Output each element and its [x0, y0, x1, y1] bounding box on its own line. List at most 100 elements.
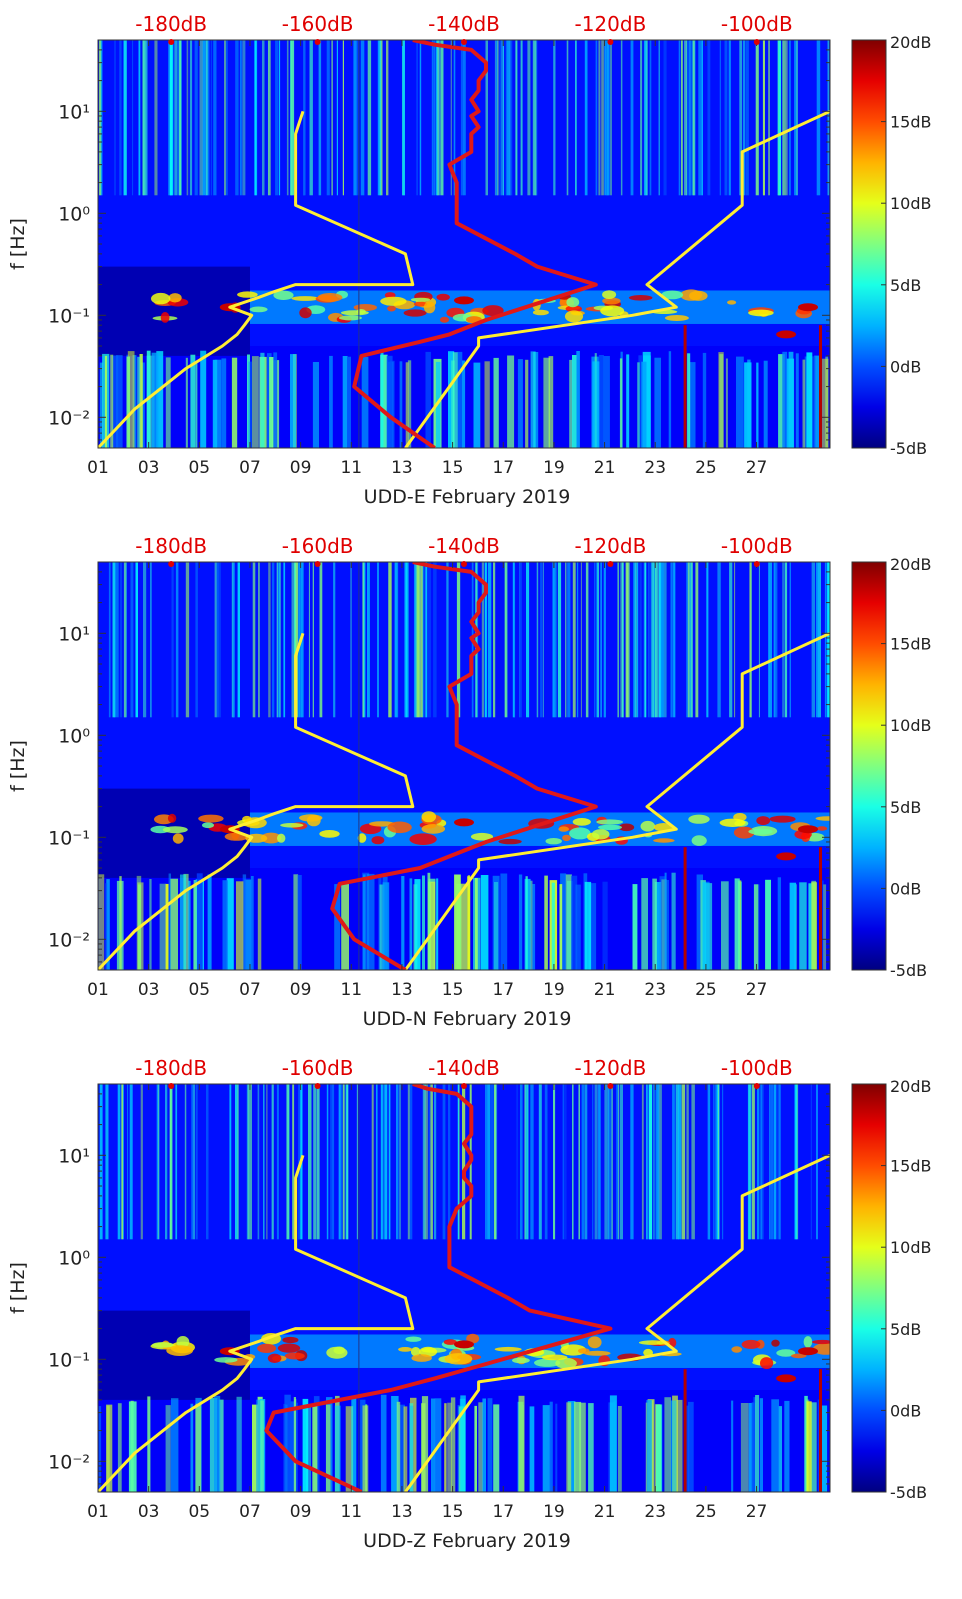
spectrogram-streak	[210, 40, 213, 196]
spectrogram-lowfreq-column	[302, 1398, 309, 1492]
spectrogram-streak	[578, 1084, 580, 1240]
spectrogram-streak	[575, 40, 577, 196]
spectrogram-lowfreq-column	[789, 882, 797, 970]
spectrogram-lowfreq-column	[460, 1395, 466, 1492]
spectrogram-lowfreq-column	[642, 351, 651, 448]
spectrogram-lowfreq-column	[256, 1399, 261, 1492]
x-tick-label: 03	[138, 458, 160, 478]
spectrogram-streak	[308, 1084, 312, 1240]
spectrogram-streak	[132, 40, 134, 196]
spectrogram-streak	[275, 40, 279, 196]
spectrogram-blob	[596, 819, 624, 825]
spectrogram-streak	[503, 40, 505, 196]
spectrogram-streak	[475, 562, 477, 718]
spectrogram-streak	[773, 562, 776, 718]
spectrogram-streak	[576, 562, 579, 718]
mean-psd-line	[352, 40, 598, 448]
spectrogram-streak	[376, 1084, 378, 1240]
spectrogram-lowfreq-column	[273, 352, 278, 448]
spectrogram-streak	[396, 1084, 399, 1240]
top-db-tick-label: -140dB	[428, 534, 500, 558]
top-db-tick	[168, 1083, 175, 1089]
spectrogram-streak	[419, 40, 422, 196]
spectrogram-streak	[773, 1084, 777, 1240]
y-tick-label: 10⁰	[58, 1247, 90, 1269]
spectrogram-blob	[198, 814, 224, 823]
spectrogram-streak	[435, 40, 438, 196]
spectrogram-streak	[649, 1084, 653, 1240]
spectrogram-streak	[512, 562, 515, 718]
spectrogram-streak	[713, 1084, 715, 1240]
spectrogram-lowfreq-column	[474, 878, 478, 970]
spectrogram-streak	[760, 1084, 763, 1240]
top-db-tick	[753, 561, 760, 567]
spectrogram-lowfreq-column	[533, 352, 539, 448]
spectrogram-streak	[100, 40, 103, 196]
spectrogram-blob	[600, 305, 625, 317]
spectrogram-streak	[382, 1084, 385, 1240]
colorbar-tick-label: 0dB	[890, 357, 921, 376]
spectrogram-lowfreq-column	[654, 882, 662, 970]
spectrogram-event-streak	[683, 847, 687, 970]
spectrogram-streak	[504, 562, 506, 718]
spectrogram-lowfreq-column	[444, 1403, 447, 1492]
spectrogram-blob	[291, 296, 320, 301]
spectrogram-lowfreq-column	[756, 362, 759, 448]
spectrogram-blob	[555, 1357, 577, 1369]
spectrogram-streak	[224, 40, 226, 196]
spectrogram-lowfreq-column	[380, 1394, 387, 1492]
x-tick-label: 15	[442, 980, 464, 1000]
spectrogram-streak	[524, 1084, 529, 1240]
spectrogram-streak	[250, 1084, 252, 1240]
y-tick-label: 10¹	[58, 1145, 90, 1167]
spectrogram-lowfreq-column	[105, 883, 108, 970]
spectrogram-lowfreq-column	[702, 881, 710, 970]
spectrogram-streak	[272, 562, 275, 718]
spectrogram-streak	[407, 1084, 410, 1240]
x-tick-label: 03	[138, 1502, 160, 1522]
spectrogram-lowfreq-column	[401, 876, 405, 970]
spectrogram-streak	[487, 562, 492, 718]
spectrogram-streak	[520, 562, 522, 718]
spectrogram-lowfreq-column	[252, 1404, 258, 1492]
spectrogram-lowfreq-column	[334, 1405, 341, 1492]
spectrogram-lowfreq-column	[221, 358, 227, 448]
x-tick-label: 19	[543, 458, 565, 478]
spectrogram-streak	[122, 1084, 124, 1240]
spectrogram-streak	[380, 1084, 383, 1240]
spectrogram-streak	[778, 1084, 781, 1240]
spectrogram-streak	[191, 1084, 193, 1240]
spectrogram-streak	[345, 1084, 349, 1240]
x-tick-label: 27	[746, 458, 768, 478]
spectrogram-streak	[634, 562, 637, 718]
spectrogram-lowfreq-column	[149, 879, 152, 970]
top-db-tick	[461, 561, 467, 567]
spectrogram-blob	[541, 1354, 568, 1361]
spectrogram-streak	[174, 40, 178, 196]
spectrogram-lowfreq-column	[379, 884, 385, 970]
spectrogram-streak	[611, 1084, 613, 1240]
spectrogram-lowfreq-column	[544, 875, 548, 970]
spectrogram-lowfreq-column	[566, 1402, 572, 1492]
spectrogram-lowfreq-column	[804, 356, 808, 448]
spectrogram-streak	[527, 40, 531, 196]
spectrogram-lowfreq-column	[480, 875, 489, 970]
spectrogram-streak	[396, 562, 399, 718]
spectrogram-streak	[442, 1084, 446, 1240]
spectrogram-blob	[398, 1347, 413, 1352]
x-tick-label: 21	[594, 1502, 616, 1522]
spectrogram-blob	[664, 315, 689, 321]
spectrogram-blob	[598, 824, 622, 831]
spectrogram-lowfreq-column	[126, 356, 130, 448]
spectrogram-streak	[213, 40, 217, 196]
spectrogram-streak	[169, 1084, 173, 1240]
spectrogram-streak	[427, 562, 431, 718]
spectrogram-lowfreq-column	[819, 1405, 828, 1492]
spectrogram-streak	[749, 562, 752, 718]
spectrogram-streak	[268, 40, 271, 196]
spectrogram-streak	[724, 40, 728, 196]
spectrogram-blob	[282, 1336, 299, 1344]
spectrogram-streak	[434, 1084, 437, 1240]
spectrogram-blob	[769, 815, 796, 823]
spectrogram-lowfreq-column	[168, 873, 171, 970]
